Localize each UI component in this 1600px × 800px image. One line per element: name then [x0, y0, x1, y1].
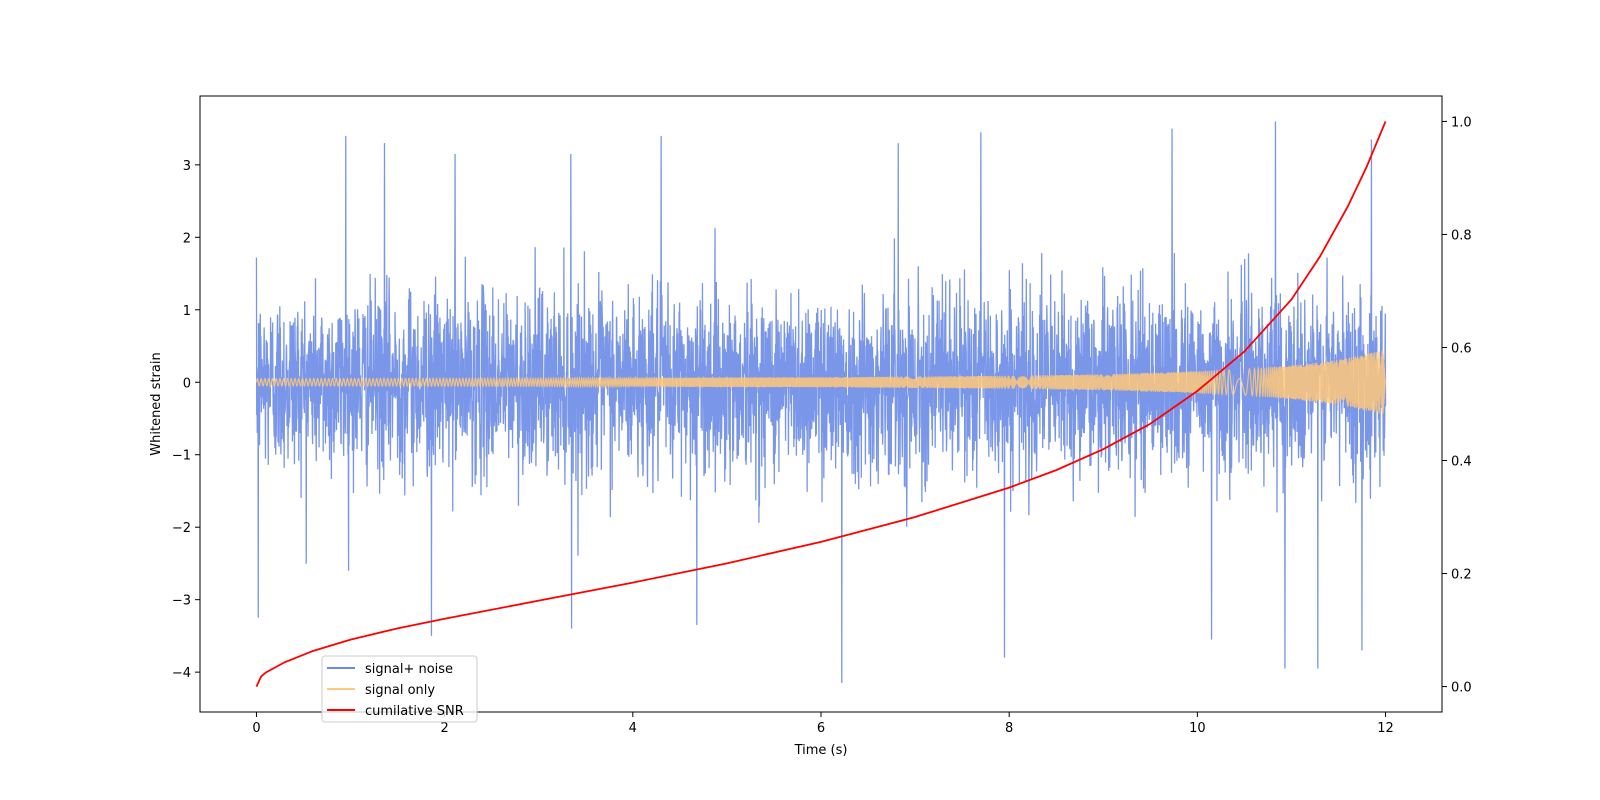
y-tick-label: −2 [172, 521, 191, 536]
x-tick-label: 2 [440, 721, 448, 736]
series-cumulative-snr-line [255, 121, 1387, 687]
y-axis-left: −4 −3 −2 −1 0 1 2 3 [172, 159, 200, 681]
x-tick-label: 0 [252, 721, 260, 736]
legend-box [321, 655, 478, 723]
y2-tick-label: 0.8 [1451, 228, 1472, 243]
legend: signal+ noise signal only cumilative SNR [321, 655, 478, 723]
x-tick-label: 10 [1189, 721, 1206, 736]
y-tick-label: −3 [172, 594, 191, 609]
legend-label-signal-only: signal only [365, 683, 435, 698]
y2-tick-label: 0.2 [1451, 568, 1472, 583]
y-tick-label: 3 [183, 159, 191, 174]
x-axis-label: Time (s) [794, 743, 848, 758]
y2-tick-label: 1.0 [1451, 115, 1472, 130]
x-axis: 0 2 4 6 8 10 12 [252, 712, 1394, 736]
y-tick-label: 0 [183, 376, 191, 391]
x-tick-label: 6 [817, 721, 825, 736]
series-layer [255, 121, 1387, 687]
legend-label-cumulative-snr: cumilative SNR [365, 704, 464, 719]
y2-tick-label: 0.0 [1451, 681, 1472, 696]
y-tick-label: −1 [172, 449, 191, 464]
x-tick-label: 8 [1005, 721, 1013, 736]
y-tick-label: −4 [172, 666, 191, 681]
y-axis-label: Whitened strain [149, 352, 164, 455]
x-tick-label: 4 [629, 721, 637, 736]
y-axis-right: 0.0 0.2 0.4 0.6 0.8 1.0 [1442, 115, 1472, 696]
y2-tick-label: 0.4 [1451, 455, 1472, 470]
y2-tick-label: 0.6 [1451, 341, 1472, 356]
y-tick-label: 2 [183, 231, 191, 246]
y-tick-label: 1 [183, 304, 191, 319]
legend-label-signal-noise: signal+ noise [365, 662, 453, 677]
x-tick-label: 12 [1377, 721, 1394, 736]
